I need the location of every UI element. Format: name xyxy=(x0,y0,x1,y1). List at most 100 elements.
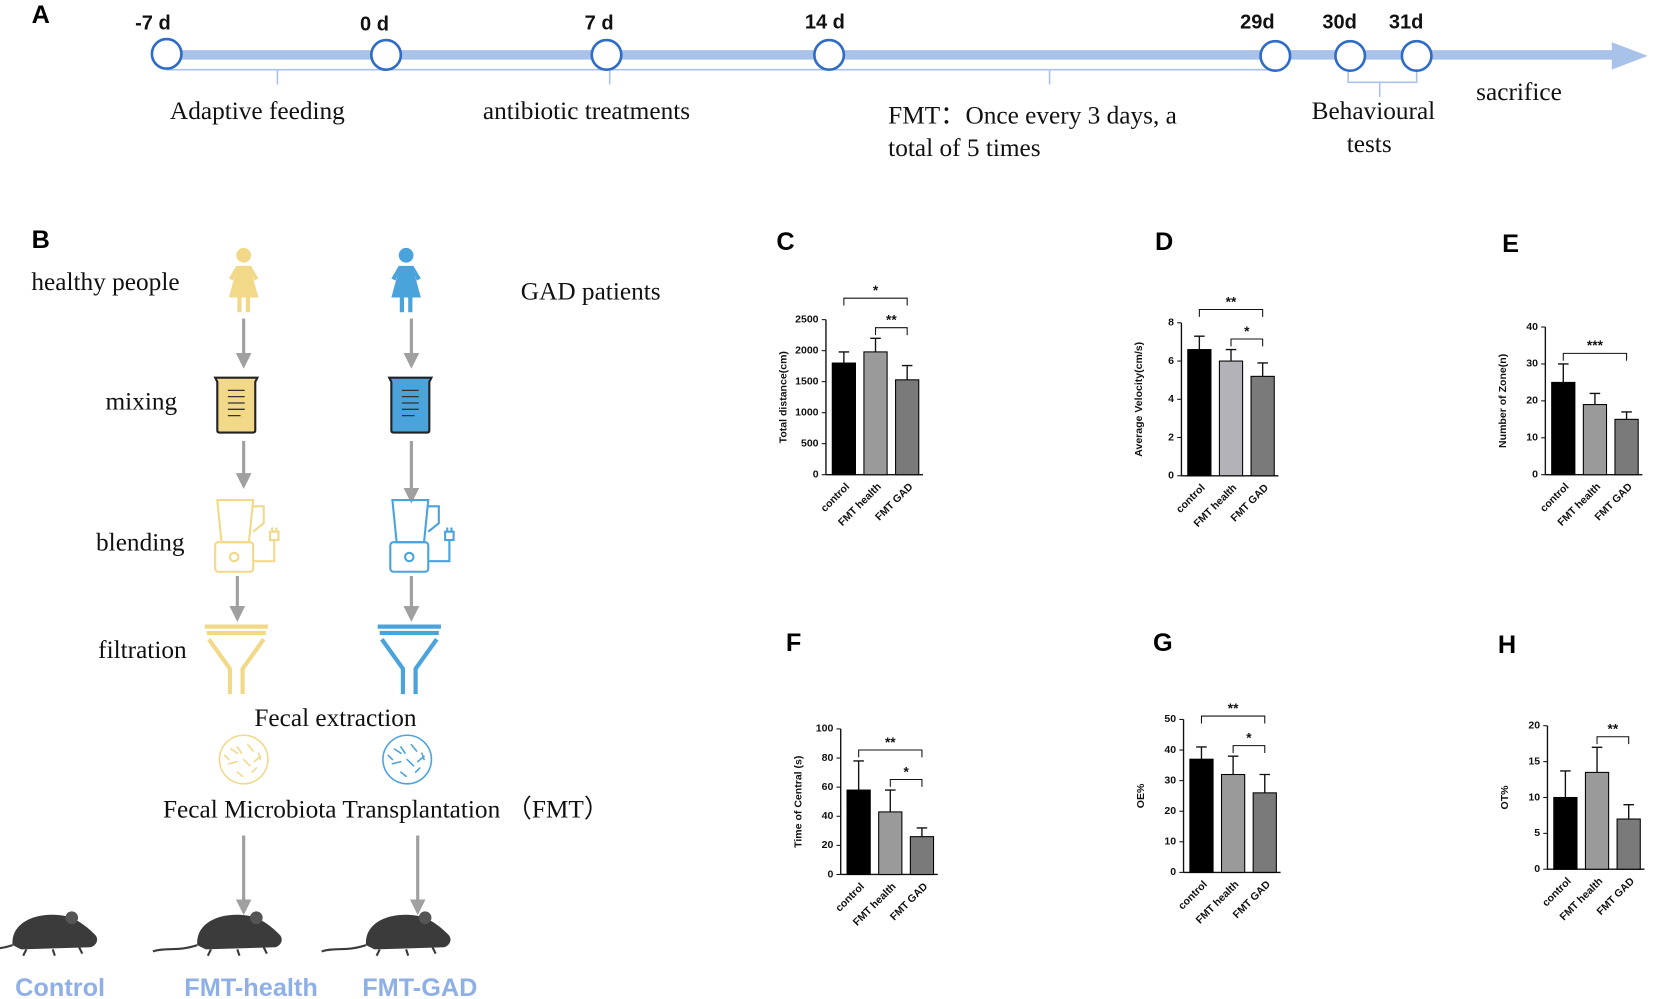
y-axis-label: Time of Central (s) xyxy=(792,756,804,848)
phase-label: FMT：Once every 3 days, a xyxy=(888,101,1177,129)
significance-bracket xyxy=(1232,745,1266,753)
phase-label: sacrifice xyxy=(1476,78,1562,106)
y-tick-label: 6 xyxy=(1168,355,1174,367)
y-tick-label: 0 xyxy=(1168,470,1174,482)
y-axis-label: Average Velocity(cm/s) xyxy=(1133,342,1145,457)
step-label: mixing xyxy=(106,387,178,415)
y-axis-label: OE% xyxy=(1135,783,1147,808)
significance-bracket xyxy=(1200,715,1266,724)
error-bar xyxy=(1558,363,1569,383)
y-tick-label: 10 xyxy=(1164,836,1176,848)
day-label: 31d xyxy=(1389,12,1424,34)
significance-label: ** xyxy=(1608,722,1619,737)
error-bar xyxy=(1623,803,1634,820)
significance-bracket xyxy=(889,778,923,787)
significance-bracket xyxy=(1198,308,1264,317)
phase-label: antibiotic treatments xyxy=(483,97,690,125)
dish-icon xyxy=(382,734,433,785)
step-label: Fecal extraction xyxy=(254,704,417,732)
bar xyxy=(1250,375,1275,477)
mouse-icon xyxy=(320,910,452,957)
day-label: 14 d xyxy=(805,12,845,34)
bar xyxy=(1187,349,1212,477)
y-tick-label: 8 xyxy=(1168,317,1174,329)
bar xyxy=(863,351,888,476)
error-bar xyxy=(1225,348,1237,362)
y-tick-label: 4 xyxy=(1168,393,1174,405)
group-label: Control xyxy=(15,974,105,999)
bar xyxy=(895,379,920,476)
y-tick-label: 0 xyxy=(813,468,819,480)
significance-label: ** xyxy=(886,313,897,328)
bar xyxy=(1218,360,1244,477)
panel-label: F xyxy=(786,629,801,657)
y-tick-label: 500 xyxy=(801,437,819,449)
bar xyxy=(1551,381,1576,476)
y-tick-label: 0 xyxy=(1534,863,1540,875)
bar xyxy=(909,836,935,876)
y-tick-label: 2 xyxy=(1168,431,1174,443)
day-label: 7 d xyxy=(585,13,614,35)
y-tick-label: 20 xyxy=(1164,805,1176,817)
y-tick-label: 1000 xyxy=(795,406,819,418)
y-tick-label: 0 xyxy=(1170,866,1176,878)
bar xyxy=(1614,418,1639,476)
bar xyxy=(1582,404,1608,476)
panel-label: C xyxy=(776,228,794,256)
blender-icon xyxy=(389,498,455,573)
bar xyxy=(1189,758,1214,873)
y-tick-label: 20 xyxy=(1526,395,1538,407)
phase-label: tests xyxy=(1347,130,1392,158)
y-axis-label: OT% xyxy=(1499,785,1511,810)
bar xyxy=(1220,773,1246,873)
panel-label: E xyxy=(1502,230,1519,258)
y-tick-label: 1500 xyxy=(795,375,819,387)
bar xyxy=(878,811,903,876)
beaker-icon xyxy=(388,376,433,434)
y-tick-label: 40 xyxy=(1526,321,1538,333)
beaker-icon xyxy=(214,376,259,434)
y-tick-label: 60 xyxy=(822,781,834,793)
day-label: 30d xyxy=(1322,12,1357,34)
error-bar xyxy=(838,351,850,364)
step-label: Fecal Microbiota Transplantation （FMT） xyxy=(163,796,609,824)
timeline-nodes xyxy=(150,37,1433,73)
significance-bracket xyxy=(843,297,908,306)
source-label: healthy people xyxy=(31,268,179,296)
y-tick-label: 80 xyxy=(822,752,834,764)
bar xyxy=(1252,792,1277,873)
source-label: GAD patients xyxy=(521,278,661,306)
error-bar xyxy=(1196,746,1207,760)
significance-label: *** xyxy=(1587,338,1604,353)
day-label: -7 d xyxy=(135,13,171,35)
funnel-icon xyxy=(205,627,268,695)
person-icon xyxy=(391,247,421,313)
bar xyxy=(1553,796,1578,870)
significance-label: * xyxy=(1244,324,1250,339)
y-axis-label: Total distance(cm) xyxy=(778,351,790,443)
y-tick-label: 5 xyxy=(1534,827,1540,839)
error-bar xyxy=(1560,770,1571,798)
y-tick-label: 2000 xyxy=(795,344,819,356)
significance-label: * xyxy=(1246,730,1252,745)
significance-bracket xyxy=(1596,736,1630,745)
person-icon xyxy=(228,247,259,313)
funnel-icon xyxy=(378,627,441,695)
y-tick-label: 20 xyxy=(822,839,834,851)
y-tick-label: 50 xyxy=(1164,713,1176,725)
panel-label: G xyxy=(1153,629,1173,657)
y-axis-label: Number of Zone(n) xyxy=(1497,354,1509,448)
panel-label: A xyxy=(32,1,50,29)
bar xyxy=(1584,771,1610,870)
panel-label: D xyxy=(1155,228,1173,256)
error-bar xyxy=(870,337,881,352)
timeline-arrow xyxy=(1611,42,1648,70)
y-tick-label: 2500 xyxy=(795,313,819,325)
significance-bracket xyxy=(874,327,908,336)
error-bar xyxy=(885,789,896,812)
flow-arrows xyxy=(229,318,426,916)
step-label: blending xyxy=(96,529,185,557)
dish-icon xyxy=(218,734,269,785)
significance-label: ** xyxy=(885,735,896,750)
